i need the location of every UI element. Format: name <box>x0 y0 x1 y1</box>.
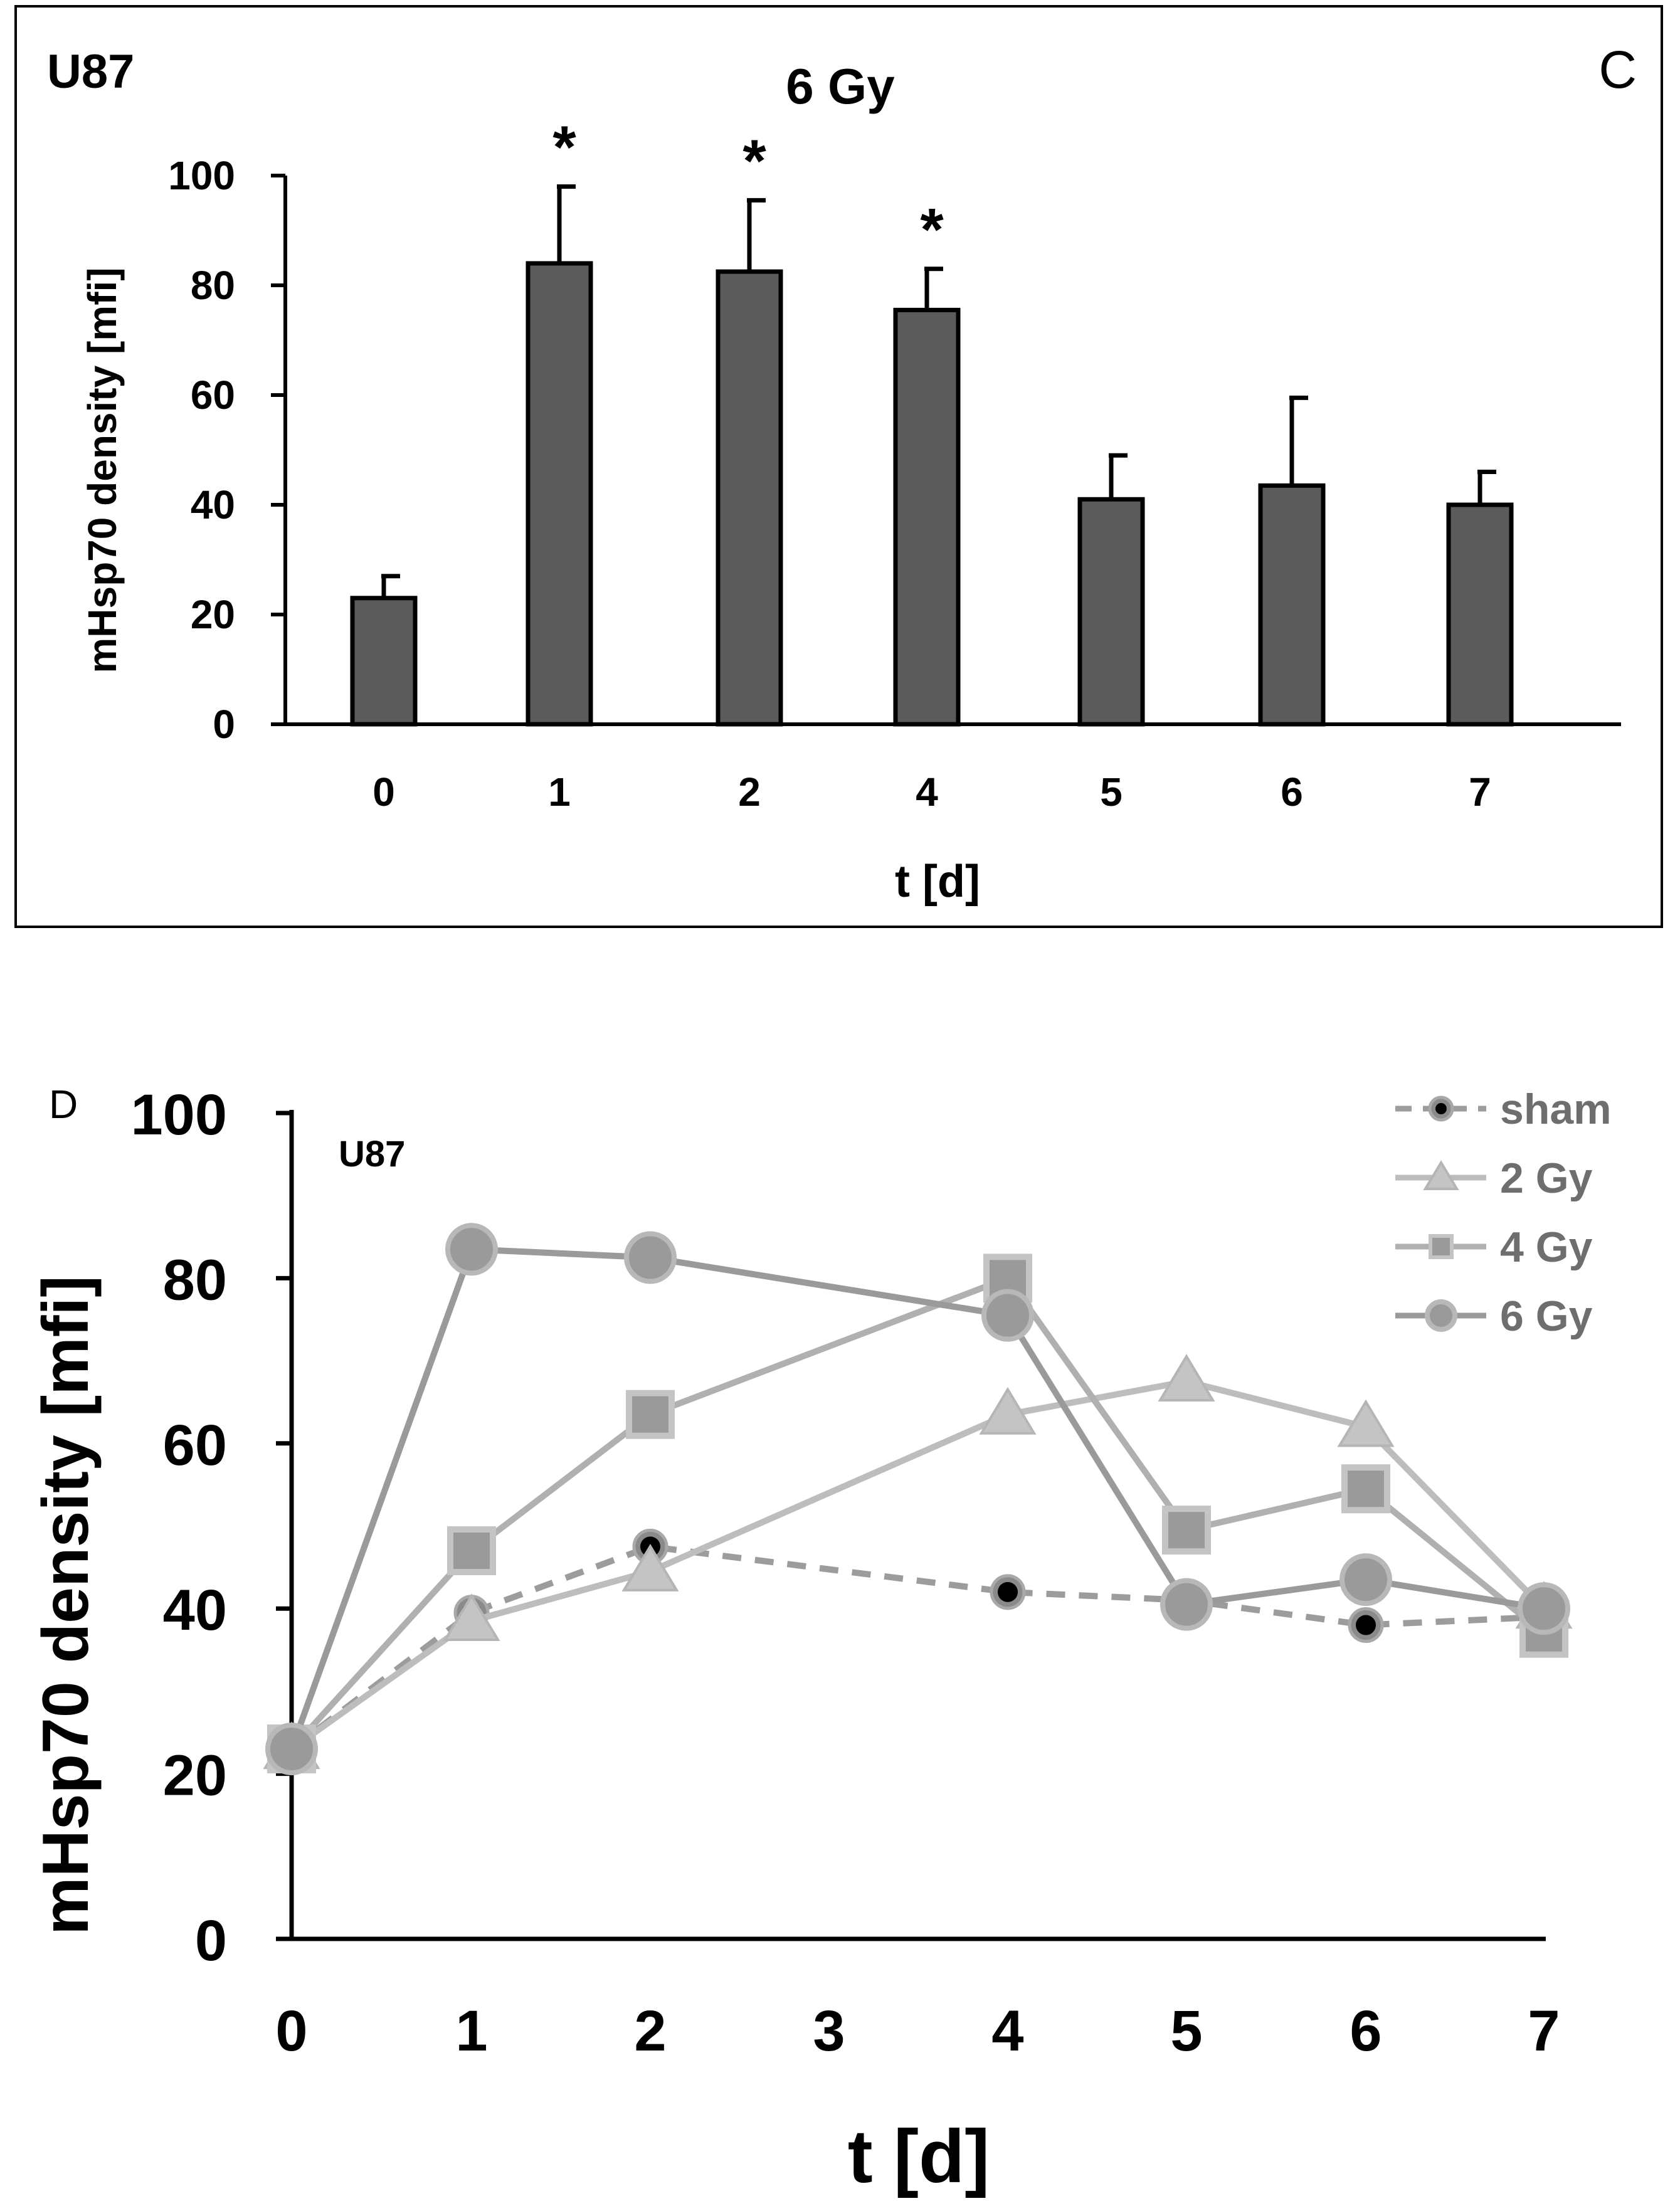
panel-c-frame <box>14 5 1663 928</box>
panel-c-bar <box>893 307 961 727</box>
panel-d-data-point <box>445 1223 498 1276</box>
panel-c-y-axis-label: mHsp70 density [mfi] <box>80 267 125 673</box>
panel-c-bar <box>1077 497 1145 727</box>
panel-d-y-axis-label: mHsp70 density [mfi] <box>29 1275 102 1935</box>
panel-d-data-point-core <box>998 1581 1018 1602</box>
panel-d-legend-label: 2 Gy <box>1500 1154 1593 1202</box>
panel-d-label: D <box>49 1082 78 1127</box>
panel-d-x-tick-label: 3 <box>813 1999 845 2063</box>
panel-d-cell-line: U87 <box>339 1134 405 1174</box>
panel-d-legend-marker <box>1425 1299 1457 1332</box>
panel-d-legend-marker-core <box>1435 1103 1447 1114</box>
panel-d-data-point <box>981 1289 1034 1342</box>
panel-d-data-point <box>1341 1464 1390 1514</box>
panel-c-bar-chart: U87 6 Gy C mHsp70 density [mfi] t [d] 0 2… <box>14 5 1663 928</box>
panel-c-x-tick-label: 6 <box>1281 769 1303 815</box>
panel-c-y-tick-label: 100 <box>168 153 235 198</box>
panel-c-x-tick-label: 0 <box>372 769 395 815</box>
panel-c-y-tick-label: 40 <box>191 482 235 527</box>
panel-d-legend-marker <box>1423 1160 1459 1190</box>
panel-d-legend-label: 6 Gy <box>1500 1292 1593 1340</box>
panel-c-y-tick-label: 0 <box>213 702 235 747</box>
panel-d-x-axis-label: t [d] <box>848 2114 990 2198</box>
panel-c-bar <box>1258 483 1326 727</box>
panel-c-label: C <box>1598 40 1637 99</box>
panel-c-x-tick-label: 7 <box>1469 769 1491 815</box>
panel-d-line-chart: D U87 mHsp70 density [mfi] t [d] 0204060… <box>29 1082 1612 2198</box>
panel-c-x-tick-label: 5 <box>1100 769 1123 815</box>
panel-c-x-axis-label: t [d] <box>895 857 980 907</box>
panel-c-x-tick-label: 4 <box>916 769 938 815</box>
panel-c-y-tick-label: 80 <box>191 263 235 308</box>
panel-c-y-tick-label: 60 <box>191 372 235 418</box>
panel-c-cell-line: U87 <box>47 45 134 98</box>
panel-d-y-tick-label: 100 <box>131 1083 228 1147</box>
panel-d-data-point <box>1158 1354 1215 1402</box>
panel-d-series-6-gy <box>265 1223 1570 1776</box>
panel-d-series-4-gy <box>267 1254 1568 1774</box>
panel-c-significance-star: * <box>552 114 576 181</box>
panel-d-x-tick-label: 5 <box>1170 1999 1202 2063</box>
panel-c-bar <box>526 261 593 727</box>
panel-d-legend-label: sham <box>1500 1085 1612 1133</box>
panel-c-bar <box>716 269 783 727</box>
panel-d-y-tick-label: 80 <box>163 1248 227 1312</box>
panel-d-data-point <box>621 1544 679 1591</box>
panel-d-series-line <box>289 1275 1546 1751</box>
panel-d-data-point <box>1162 1506 1211 1555</box>
panel-c-bar <box>350 596 418 727</box>
panel-d-x-tick-label: 6 <box>1350 1999 1382 2063</box>
panel-d-data-point <box>624 1231 677 1284</box>
panel-d-data-point <box>1160 1578 1213 1631</box>
panel-d-legend-marker <box>1429 1234 1454 1259</box>
panel-d-data-point <box>1337 1399 1395 1447</box>
panel-c-significance-star: * <box>742 127 766 194</box>
panel-d-data-point <box>1339 1553 1392 1607</box>
panel-d-data-point-core <box>1356 1615 1376 1635</box>
panel-d-y-tick-label: 40 <box>163 1578 227 1642</box>
panel-c-significance-star: * <box>920 196 944 263</box>
panel-d-x-tick-label: 4 <box>991 1999 1023 2063</box>
panel-c-y-tick-label: 20 <box>191 592 235 637</box>
panel-d-legend-label: 4 Gy <box>1500 1223 1593 1271</box>
panel-c-x-tick-label: 2 <box>738 769 761 815</box>
panel-d-x-tick-label: 0 <box>275 1999 307 2063</box>
panel-d-x-tick-label: 7 <box>1528 1999 1560 2063</box>
panel-d-data-point <box>443 1593 500 1641</box>
panel-d-x-tick-label: 1 <box>455 1999 487 2063</box>
panel-d-data-point <box>447 1526 496 1576</box>
panel-d-y-tick-label: 60 <box>163 1413 227 1477</box>
panel-d-data-point <box>1518 1582 1570 1635</box>
panel-d-legend: sham 2 Gy 4 Gy 6 Gy <box>1395 1085 1612 1340</box>
panel-c-bar <box>1446 502 1514 727</box>
panel-d-x-tick-label: 2 <box>634 1999 666 2063</box>
panel-d-data-point <box>265 1723 318 1776</box>
panel-c-x-tick-label: 1 <box>548 769 571 815</box>
panel-c-title: 6 Gy <box>786 58 895 114</box>
panel-d-data-point <box>626 1390 675 1439</box>
panel-d-data-point <box>979 1386 1037 1435</box>
panel-d-y-tick-label: 20 <box>163 1744 227 1808</box>
panel-d-y-tick-label: 0 <box>195 1909 227 1973</box>
